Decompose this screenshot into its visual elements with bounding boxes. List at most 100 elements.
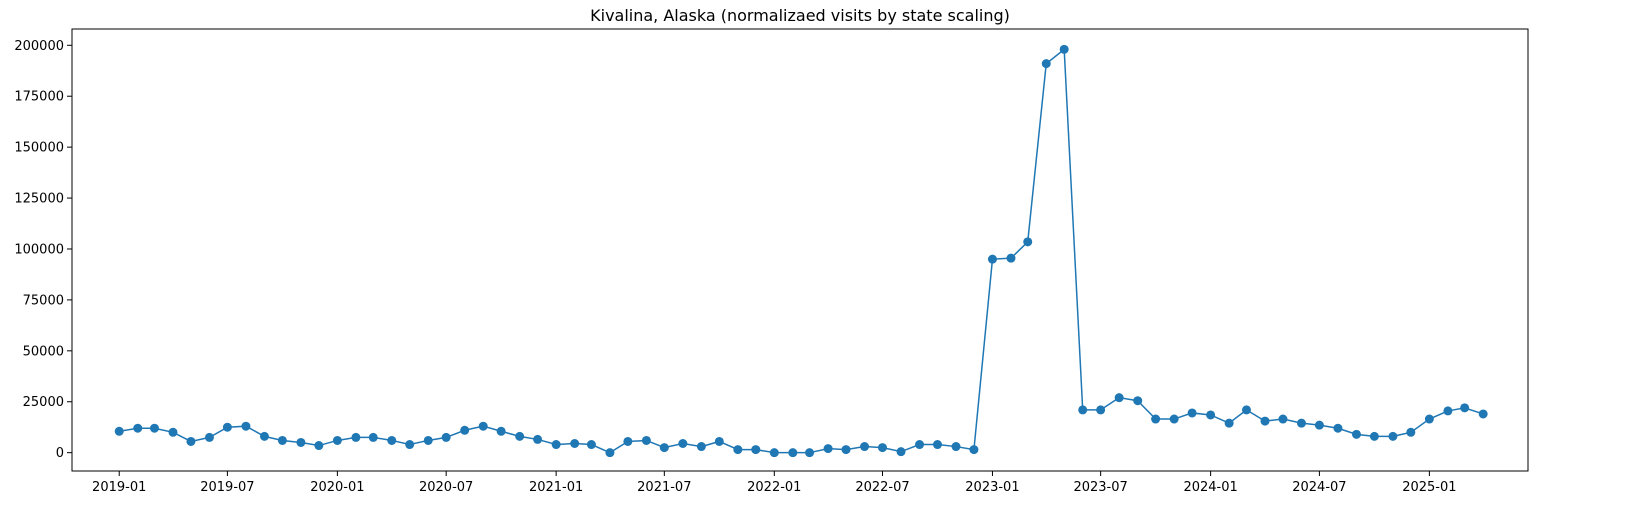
data-point — [805, 448, 815, 458]
data-point — [1096, 405, 1106, 415]
data-point — [1351, 429, 1361, 439]
data-point — [733, 445, 743, 455]
data-point — [714, 436, 724, 446]
data-point — [186, 436, 196, 446]
data-point — [1187, 408, 1197, 418]
data-point — [1151, 414, 1161, 424]
x-tick-label: 2023-07 — [1073, 480, 1127, 495]
data-point — [204, 432, 214, 442]
data-point — [860, 442, 870, 452]
data-point — [751, 445, 761, 455]
data-point — [932, 440, 942, 450]
data-point — [1059, 44, 1069, 54]
data-point — [241, 421, 251, 431]
y-axis: 0 25000 50000 75000 100000 125000 150000 175000… — [14, 39, 72, 461]
data-point — [1169, 414, 1179, 424]
data-point — [1114, 393, 1124, 403]
data-point — [788, 448, 798, 458]
data-point — [1278, 414, 1288, 424]
data-point — [951, 442, 961, 452]
data-point — [441, 432, 451, 442]
x-tick-label: 2025-01 — [1402, 480, 1456, 495]
x-tick-label: 2021-01 — [529, 480, 583, 495]
data-point — [987, 254, 997, 264]
y-tick-label: 150000 — [14, 141, 64, 156]
data-point — [678, 439, 688, 449]
x-axis: 2019-01 2019-07 2020-01 2020-07 2021-01 2021-… — [92, 471, 1457, 495]
data-point — [823, 444, 833, 454]
data-point — [769, 448, 779, 458]
data-point — [1224, 418, 1234, 428]
data-point — [605, 448, 615, 458]
y-tick-label: 200000 — [14, 39, 64, 54]
y-tick-label: 25000 — [23, 395, 64, 410]
series-line — [119, 47, 1484, 454]
data-point — [1133, 396, 1143, 406]
data-point — [1260, 416, 1270, 426]
data-point — [478, 421, 488, 431]
chart-title: Kivalina, Alaska (normalizaed visits by … — [590, 6, 1010, 25]
data-point — [1314, 420, 1324, 430]
data-point — [515, 431, 525, 441]
data-point — [841, 445, 851, 455]
data-point — [696, 442, 706, 452]
data-point — [551, 440, 561, 450]
data-point — [114, 426, 124, 436]
data-point — [641, 435, 651, 445]
data-point — [460, 425, 470, 435]
data-point — [496, 426, 506, 436]
y-tick-label: 100000 — [14, 242, 64, 257]
y-tick-label: 125000 — [14, 192, 64, 207]
data-point — [1078, 405, 1088, 415]
data-point — [149, 423, 159, 433]
x-tick-label: 2020-01 — [310, 480, 364, 495]
data-point — [659, 443, 669, 453]
x-tick-label: 2024-01 — [1183, 480, 1237, 495]
data-point — [1424, 414, 1434, 424]
data-point — [368, 432, 378, 442]
data-point — [586, 440, 596, 450]
x-tick-label: 2023-01 — [965, 480, 1019, 495]
data-point — [296, 437, 306, 447]
data-point — [623, 436, 633, 446]
x-tick-label: 2021-07 — [637, 480, 691, 495]
x-tick-label: 2020-07 — [419, 480, 473, 495]
data-point — [259, 431, 269, 441]
x-tick-label: 2024-07 — [1292, 480, 1346, 495]
data-point — [1443, 406, 1453, 416]
data-point — [133, 423, 143, 433]
x-tick-label: 2019-07 — [200, 480, 254, 495]
data-point — [533, 434, 543, 444]
data-point — [314, 441, 324, 451]
data-point — [1023, 237, 1033, 247]
data-point — [896, 447, 906, 457]
plot-area-frame — [71, 28, 1529, 472]
data-point — [351, 432, 361, 442]
data-point — [1241, 405, 1251, 415]
y-tick-label: 75000 — [23, 293, 64, 308]
data-markers — [114, 44, 1488, 458]
data-point — [405, 440, 415, 450]
data-point — [969, 445, 979, 455]
data-point — [1406, 427, 1416, 437]
data-point — [387, 435, 397, 445]
data-point — [1206, 410, 1216, 420]
data-point — [423, 435, 433, 445]
data-point — [877, 443, 887, 453]
data-point — [1478, 409, 1488, 419]
data-point — [570, 439, 580, 449]
data-point — [222, 422, 232, 432]
data-point — [1296, 418, 1306, 428]
data-point — [277, 435, 287, 445]
data-point — [168, 427, 178, 437]
data-point — [1006, 253, 1016, 263]
x-tick-label: 2019-01 — [92, 480, 146, 495]
data-point — [1333, 423, 1343, 433]
data-point — [332, 435, 342, 445]
y-tick-label: 175000 — [14, 90, 64, 105]
y-tick-label: 0 — [56, 446, 64, 461]
data-point — [1388, 431, 1398, 441]
y-tick-label: 50000 — [23, 344, 64, 359]
x-tick-label: 2022-01 — [747, 480, 801, 495]
